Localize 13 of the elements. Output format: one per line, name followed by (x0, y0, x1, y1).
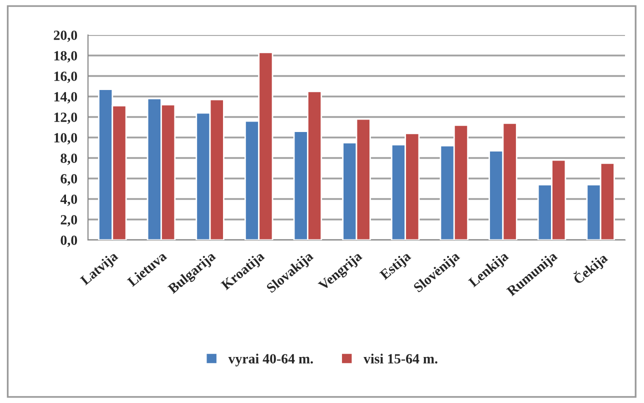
y-tick-label: 18,0 (54, 51, 78, 62)
y-tick-label: 2,0 (60, 215, 78, 226)
legend-label: visi 15-64 m. (364, 354, 438, 364)
y-tick-label: 12,0 (54, 112, 78, 124)
y-tick-label: 0,0 (60, 236, 78, 247)
y-tick-label: 4,0 (60, 194, 78, 206)
y-tick-label: 14,0 (54, 92, 78, 104)
y-tick-label: 10,0 (54, 133, 78, 144)
y-tick-label: 6,0 (60, 174, 78, 186)
legend-label: vyrai 40-64 m. (228, 354, 313, 366)
y-tick-label: 20,0 (54, 30, 78, 42)
y-tick-label: 8,0 (60, 154, 78, 165)
y-tick-label: 16,0 (54, 72, 78, 83)
